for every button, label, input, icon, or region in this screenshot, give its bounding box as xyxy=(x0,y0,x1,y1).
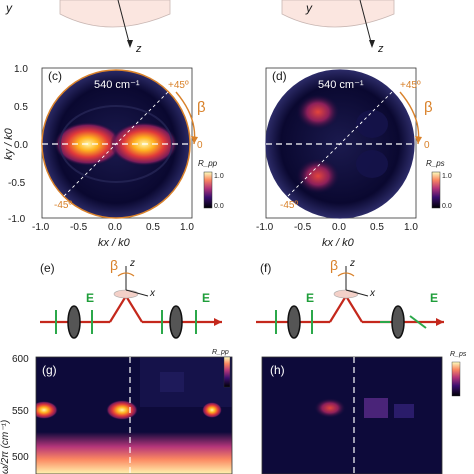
panel-c-beta: β xyxy=(197,99,206,116)
panel-c-colorbar xyxy=(203,171,213,209)
panel-c-zero: 0 xyxy=(197,140,203,151)
top-schematic-right: y z xyxy=(281,0,395,55)
polarizer-in xyxy=(67,305,81,339)
y-axis-letter: y xyxy=(5,1,13,15)
panel-c-tag: (c) xyxy=(48,69,62,83)
x-tick: 0.5 xyxy=(146,222,160,233)
y-tick: 1.0 xyxy=(14,64,28,75)
panel-h-colorbar-label: R_ps xyxy=(450,351,467,358)
panel-d-45-line xyxy=(287,91,393,197)
panel-f-E1: E xyxy=(306,291,314,305)
panel-f-beta: β xyxy=(330,257,338,273)
panel-f-E2: E xyxy=(430,291,438,305)
panel-e: (e) β z x E E xyxy=(40,257,222,339)
x-tick: -0.5 xyxy=(70,222,88,233)
x-tick: -1.0 xyxy=(32,222,50,233)
top-schematic-left: y z xyxy=(5,0,171,55)
panel-e-beta: β xyxy=(110,257,118,273)
panel-c-x-ticks: -1.0 -0.5 0.0 0.5 1.0 xyxy=(32,222,194,233)
panel-f-tag: (f) xyxy=(260,261,271,275)
panel-h-colorbar xyxy=(451,361,461,397)
panel-c-colorbar-label: R_pp xyxy=(198,159,218,168)
x-tick: 1.0 xyxy=(404,222,418,233)
panel-e-E2: E xyxy=(202,291,210,305)
panel-c-angle-pos: +45º xyxy=(168,80,189,91)
polarizer-in xyxy=(287,305,301,339)
polarizer-out xyxy=(391,305,405,339)
panel-d-colorbar xyxy=(431,171,441,209)
y-tick: -0.5 xyxy=(8,178,26,189)
panel-h-tag: (h) xyxy=(270,363,285,377)
panel-c-x-label: kx / k0 xyxy=(98,237,131,249)
y-axis-letter: y xyxy=(305,1,313,15)
x-tick: 0.5 xyxy=(370,222,384,233)
sample xyxy=(333,289,359,299)
x-tick: 1.0 xyxy=(180,222,194,233)
panel-d-lobe-lower xyxy=(296,158,340,194)
panel-c-y-ticks: 1.0 0.5 0.0 -0.5 -1.0 xyxy=(8,64,28,225)
panel-f: (f) β z x E E xyxy=(256,257,444,339)
panel-c: (c) 540 cm⁻¹ +45º -45º β 0 R_pp 1.0 0.0 … xyxy=(3,64,224,249)
x-tick: -0.5 xyxy=(294,222,312,233)
panel-d-beta: β xyxy=(424,99,433,116)
panel-c-cbar-max: 1.0 xyxy=(214,173,224,180)
panel-g-colorbar-label: R_pp xyxy=(212,349,229,356)
y-tick: -1.0 xyxy=(8,214,26,225)
panel-d: (d) 540 cm⁻¹ +45º -45º β 0 R_ps 1.0 0.0 … xyxy=(256,67,452,249)
panel-g-y-ticks: 600 550 500 xyxy=(12,354,29,463)
panel-d-tag: (d) xyxy=(272,69,287,83)
y-tick: 500 xyxy=(12,452,29,463)
panel-g-y-label: ω/2π (cm⁻¹) xyxy=(0,420,11,474)
x-tick: 0.0 xyxy=(108,222,122,233)
panel-d-colorbar-label: R_ps xyxy=(426,159,445,168)
panel-c-cbar-min: 0.0 xyxy=(214,203,224,210)
z-axis-letter: z xyxy=(135,43,142,55)
panel-d-wavenumber: 540 cm⁻¹ xyxy=(318,79,364,91)
panel-f-x: x xyxy=(369,288,376,299)
y-tick: 600 xyxy=(12,354,29,365)
panel-c-y-label: ky / k0 xyxy=(3,127,15,160)
polarizer-out xyxy=(169,305,183,339)
panel-g-colorbar xyxy=(223,356,231,388)
panel-d-lobe-upper xyxy=(296,94,340,130)
y-tick: 0.5 xyxy=(14,102,28,113)
panel-e-E1: E xyxy=(86,291,94,305)
y-tick: 0.0 xyxy=(14,140,28,151)
panel-e-tag: (e) xyxy=(40,261,55,275)
panel-e-z: z xyxy=(129,258,135,269)
panel-c-angle-neg: -45º xyxy=(54,200,72,211)
panel-h: (h) R_ps xyxy=(261,351,467,474)
panel-d-x-ticks: -1.0 -0.5 0.0 0.5 1.0 xyxy=(256,222,418,233)
panel-h-map xyxy=(262,357,442,474)
panel-e-x: x xyxy=(149,288,156,299)
panel-d-angle-pos: +45º xyxy=(400,80,421,91)
x-tick: -1.0 xyxy=(256,222,274,233)
panel-d-x-label: kx / k0 xyxy=(322,237,355,249)
panel-d-cbar-max: 1.0 xyxy=(442,173,452,180)
panel-f-z: z xyxy=(349,258,355,269)
sample xyxy=(113,289,139,299)
panel-c-wavenumber: 540 cm⁻¹ xyxy=(94,79,140,91)
panel-d-cbar-min: 0.0 xyxy=(442,203,452,210)
panel-d-zero: 0 xyxy=(424,140,430,151)
z-axis-letter: z xyxy=(377,43,384,55)
panel-d-angle-neg: -45º xyxy=(280,200,298,211)
y-tick: 550 xyxy=(12,406,29,417)
panel-g-tag: (g) xyxy=(42,363,57,377)
panel-g: (g) R_pp 600 550 500 ω/2π (cm⁻¹) xyxy=(0,349,233,474)
panel-c-45-line xyxy=(63,91,169,197)
x-tick: 0.0 xyxy=(332,222,346,233)
